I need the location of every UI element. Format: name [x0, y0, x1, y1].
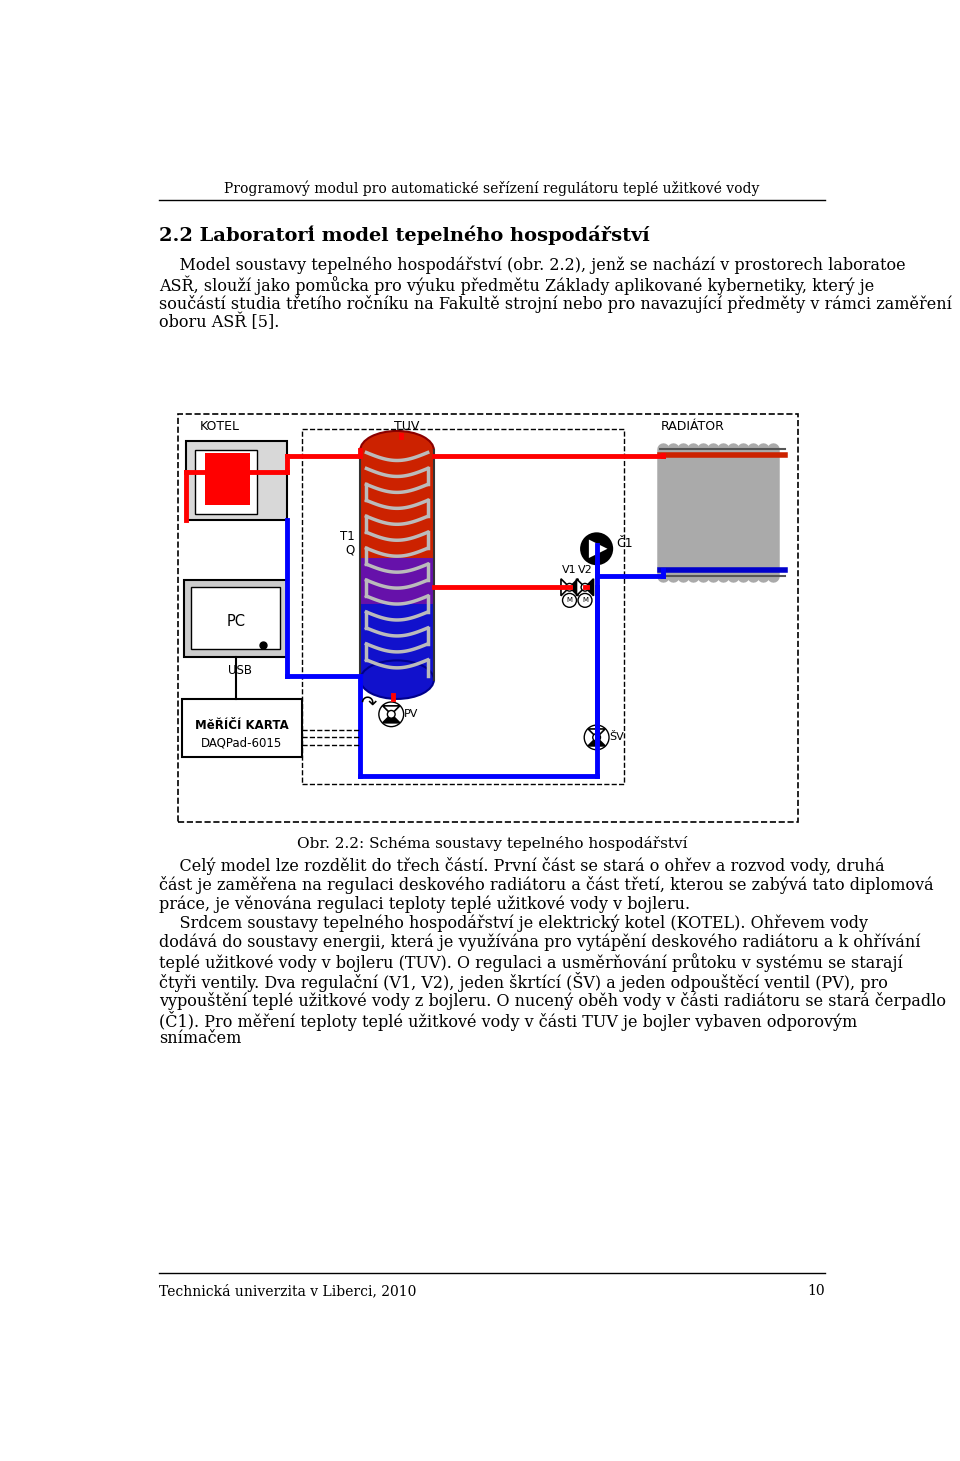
Circle shape	[565, 583, 573, 592]
Ellipse shape	[360, 660, 434, 698]
Text: ASŘ, slouží jako pomůcka pro výuku předmětu Základy aplikované kybernetiky, kter: ASŘ, slouží jako pomůcka pro výuku předm…	[158, 276, 874, 295]
Text: Programový modul pro automatické seřízení regulátoru teplé užitkové vody: Programový modul pro automatické seřízen…	[225, 181, 759, 196]
Text: 10: 10	[807, 1284, 826, 1299]
Text: Obr. 2.2: Schéma soustavy tepelného hospodářství: Obr. 2.2: Schéma soustavy tepelného hosp…	[297, 836, 687, 850]
Text: vypouštění teplé užitkové vody z bojleru. O nucený oběh vody v části radiátoru s: vypouštění teplé užitkové vody z bojleru…	[158, 992, 946, 1010]
Bar	[360, 605, 434, 676]
Text: práce, je věnována regulaci teploty teplé užitkové vody v bojleru.: práce, je věnována regulaci teploty tepl…	[158, 896, 690, 913]
Text: Q: Q	[346, 543, 355, 557]
Ellipse shape	[360, 431, 434, 469]
Bar	[302, 430, 624, 783]
Text: KOTEL: KOTEL	[200, 421, 240, 432]
Bar	[360, 450, 434, 558]
Text: oboru ASŘ [5].: oboru ASŘ [5].	[158, 314, 279, 332]
Bar	[195, 450, 257, 514]
Text: DAQPad-6015: DAQPad-6015	[201, 736, 282, 749]
Text: TUV: TUV	[394, 421, 419, 432]
Text: Model soustavy tepelného hospodářství (obr. 2.2), jenž se nachází v prostorech l: Model soustavy tepelného hospodářství (o…	[158, 256, 905, 273]
Text: dodává do soustavy energii, která je využívána pro vytápění deskového radiátoru : dodává do soustavy energii, která je vyu…	[158, 934, 921, 951]
Polygon shape	[585, 579, 593, 596]
Text: Č1: Č1	[616, 538, 633, 551]
Circle shape	[581, 533, 612, 564]
Polygon shape	[383, 706, 399, 714]
Text: RADIÁTOR: RADIÁTOR	[660, 421, 725, 432]
Polygon shape	[588, 738, 605, 747]
Text: USB: USB	[228, 665, 252, 678]
Bar	[360, 558, 434, 605]
Text: část je zaměřena na regulaci deskového radiátoru a část třetí, kterou se zabývá : část je zaměřena na regulaci deskového r…	[158, 877, 933, 894]
Text: teplé užitkové vody v bojleru (TUV). O regulaci a usměrňování průtoku v systému : teplé užitkové vody v bojleru (TUV). O r…	[158, 953, 902, 972]
Text: 2.2 Laboratorí model tepelného hospodářství: 2.2 Laboratorí model tepelného hospoda…	[158, 225, 650, 245]
Circle shape	[388, 710, 396, 719]
Circle shape	[578, 593, 592, 608]
Circle shape	[592, 733, 601, 741]
Bar	[191, 587, 280, 649]
Text: V2: V2	[578, 565, 592, 576]
Polygon shape	[576, 579, 585, 596]
Text: snímačem: snímačem	[158, 1030, 241, 1048]
Polygon shape	[561, 579, 569, 596]
Circle shape	[563, 593, 576, 608]
Text: PC: PC	[227, 615, 246, 630]
Text: ↷: ↷	[360, 694, 376, 713]
Text: Srdcem soustavy tepelného hospodářství je elektrický kotel (KOTEL). Ohřevem vody: Srdcem soustavy tepelného hospodářství j…	[158, 915, 868, 932]
Circle shape	[581, 583, 588, 592]
Bar	[186, 441, 287, 520]
Text: T1: T1	[340, 529, 355, 542]
Text: MěŘÍČÍ KARTA: MěŘÍČÍ KARTA	[195, 719, 289, 732]
Text: Celý model lze rozdělit do třech částí. První část se stará o ohřev a rozvod vod: Celý model lze rozdělit do třech částí. …	[158, 856, 884, 875]
Bar	[205, 453, 251, 506]
Text: M: M	[582, 598, 588, 603]
Text: Technická univerzita v Liberci, 2010: Technická univerzita v Liberci, 2010	[158, 1284, 416, 1299]
Text: ŠV: ŠV	[609, 732, 624, 742]
Polygon shape	[383, 714, 399, 723]
Bar	[183, 580, 288, 656]
Bar	[182, 698, 302, 757]
Text: M: M	[566, 598, 572, 603]
Text: (Č1). Pro měření teploty teplé užitkové vody v části TUV je bojler vybaven odpor: (Č1). Pro měření teploty teplé užitkové …	[158, 1011, 857, 1031]
Text: čtyři ventily. Dva regulační (V1, V2), jeden škrtící (ŠV) a jeden odpouštěcí ven: čtyři ventily. Dva regulační (V1, V2), j…	[158, 972, 888, 992]
Text: součástí studia třetího ročníku na Fakultě strojní nebo pro navazující předměty : součástí studia třetího ročníku na Fakul…	[158, 295, 951, 313]
Polygon shape	[588, 539, 608, 558]
Text: PV: PV	[403, 710, 418, 719]
Text: V1: V1	[563, 565, 577, 576]
Polygon shape	[569, 579, 578, 596]
Bar	[179, 413, 798, 823]
Polygon shape	[588, 729, 605, 738]
